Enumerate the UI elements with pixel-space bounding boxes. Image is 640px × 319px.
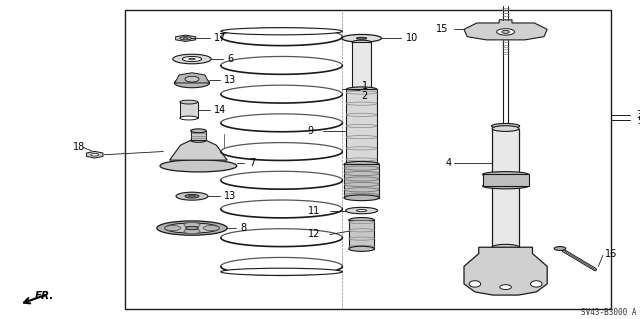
Ellipse shape: [492, 126, 519, 131]
Ellipse shape: [165, 226, 181, 231]
Ellipse shape: [191, 129, 206, 133]
Ellipse shape: [176, 192, 208, 200]
Ellipse shape: [344, 195, 379, 201]
Ellipse shape: [554, 247, 566, 250]
Text: 4: 4: [445, 158, 451, 168]
Ellipse shape: [352, 87, 371, 91]
Text: 10: 10: [406, 33, 419, 43]
Text: 14: 14: [214, 105, 227, 115]
Ellipse shape: [500, 285, 511, 290]
Ellipse shape: [157, 221, 227, 235]
Ellipse shape: [356, 37, 367, 39]
Text: 18: 18: [73, 142, 85, 152]
Ellipse shape: [502, 31, 509, 33]
Polygon shape: [464, 20, 547, 40]
Ellipse shape: [182, 56, 202, 62]
Ellipse shape: [189, 195, 195, 197]
Ellipse shape: [184, 222, 200, 227]
Bar: [125, 10, 611, 309]
Polygon shape: [170, 140, 227, 160]
Bar: [180, 102, 198, 118]
Ellipse shape: [221, 268, 342, 275]
Ellipse shape: [186, 226, 198, 230]
Ellipse shape: [191, 138, 206, 142]
Ellipse shape: [349, 218, 374, 223]
Bar: [344, 164, 379, 198]
Ellipse shape: [344, 161, 379, 167]
Bar: [191, 131, 206, 140]
Ellipse shape: [204, 226, 219, 231]
Text: 16: 16: [605, 249, 617, 259]
Polygon shape: [86, 152, 103, 158]
Ellipse shape: [221, 28, 342, 35]
Ellipse shape: [189, 58, 195, 60]
Text: 7: 7: [250, 158, 256, 168]
Ellipse shape: [346, 162, 377, 167]
Ellipse shape: [180, 37, 191, 40]
Ellipse shape: [160, 160, 237, 172]
Ellipse shape: [469, 281, 481, 287]
Ellipse shape: [492, 244, 519, 250]
Ellipse shape: [185, 76, 199, 82]
Ellipse shape: [165, 223, 219, 233]
Polygon shape: [175, 73, 209, 83]
Ellipse shape: [349, 246, 374, 251]
Ellipse shape: [174, 78, 210, 88]
Ellipse shape: [180, 100, 198, 104]
Text: 6: 6: [227, 54, 234, 64]
Ellipse shape: [185, 194, 199, 198]
Text: 17: 17: [214, 33, 227, 43]
Ellipse shape: [483, 183, 529, 189]
Ellipse shape: [497, 29, 515, 35]
Ellipse shape: [346, 207, 378, 214]
Text: 2: 2: [362, 91, 368, 101]
Ellipse shape: [531, 281, 542, 287]
Ellipse shape: [356, 209, 367, 212]
Text: 8: 8: [240, 223, 246, 233]
Ellipse shape: [183, 38, 188, 39]
Ellipse shape: [91, 153, 99, 156]
Ellipse shape: [492, 123, 520, 129]
Polygon shape: [175, 35, 196, 41]
Ellipse shape: [184, 229, 200, 234]
Text: 15: 15: [436, 24, 448, 34]
Bar: [346, 89, 377, 164]
Ellipse shape: [180, 116, 198, 120]
Text: 1: 1: [362, 81, 368, 91]
Bar: [483, 174, 529, 186]
Ellipse shape: [352, 40, 371, 44]
Text: 9: 9: [307, 126, 314, 136]
Bar: [352, 42, 371, 89]
Text: 11: 11: [308, 205, 320, 216]
Text: 13: 13: [224, 191, 236, 201]
Polygon shape: [464, 247, 547, 295]
Ellipse shape: [483, 172, 529, 177]
Text: 13: 13: [224, 75, 236, 85]
Ellipse shape: [173, 54, 211, 64]
Text: 5: 5: [637, 115, 640, 126]
Text: 12: 12: [308, 229, 320, 240]
Text: SV43-B3000 A: SV43-B3000 A: [581, 308, 637, 317]
Text: FR.: FR.: [35, 291, 54, 301]
Ellipse shape: [342, 34, 381, 42]
Ellipse shape: [346, 87, 377, 92]
Bar: [349, 220, 374, 249]
Text: 3: 3: [637, 110, 640, 121]
Bar: [492, 129, 519, 247]
